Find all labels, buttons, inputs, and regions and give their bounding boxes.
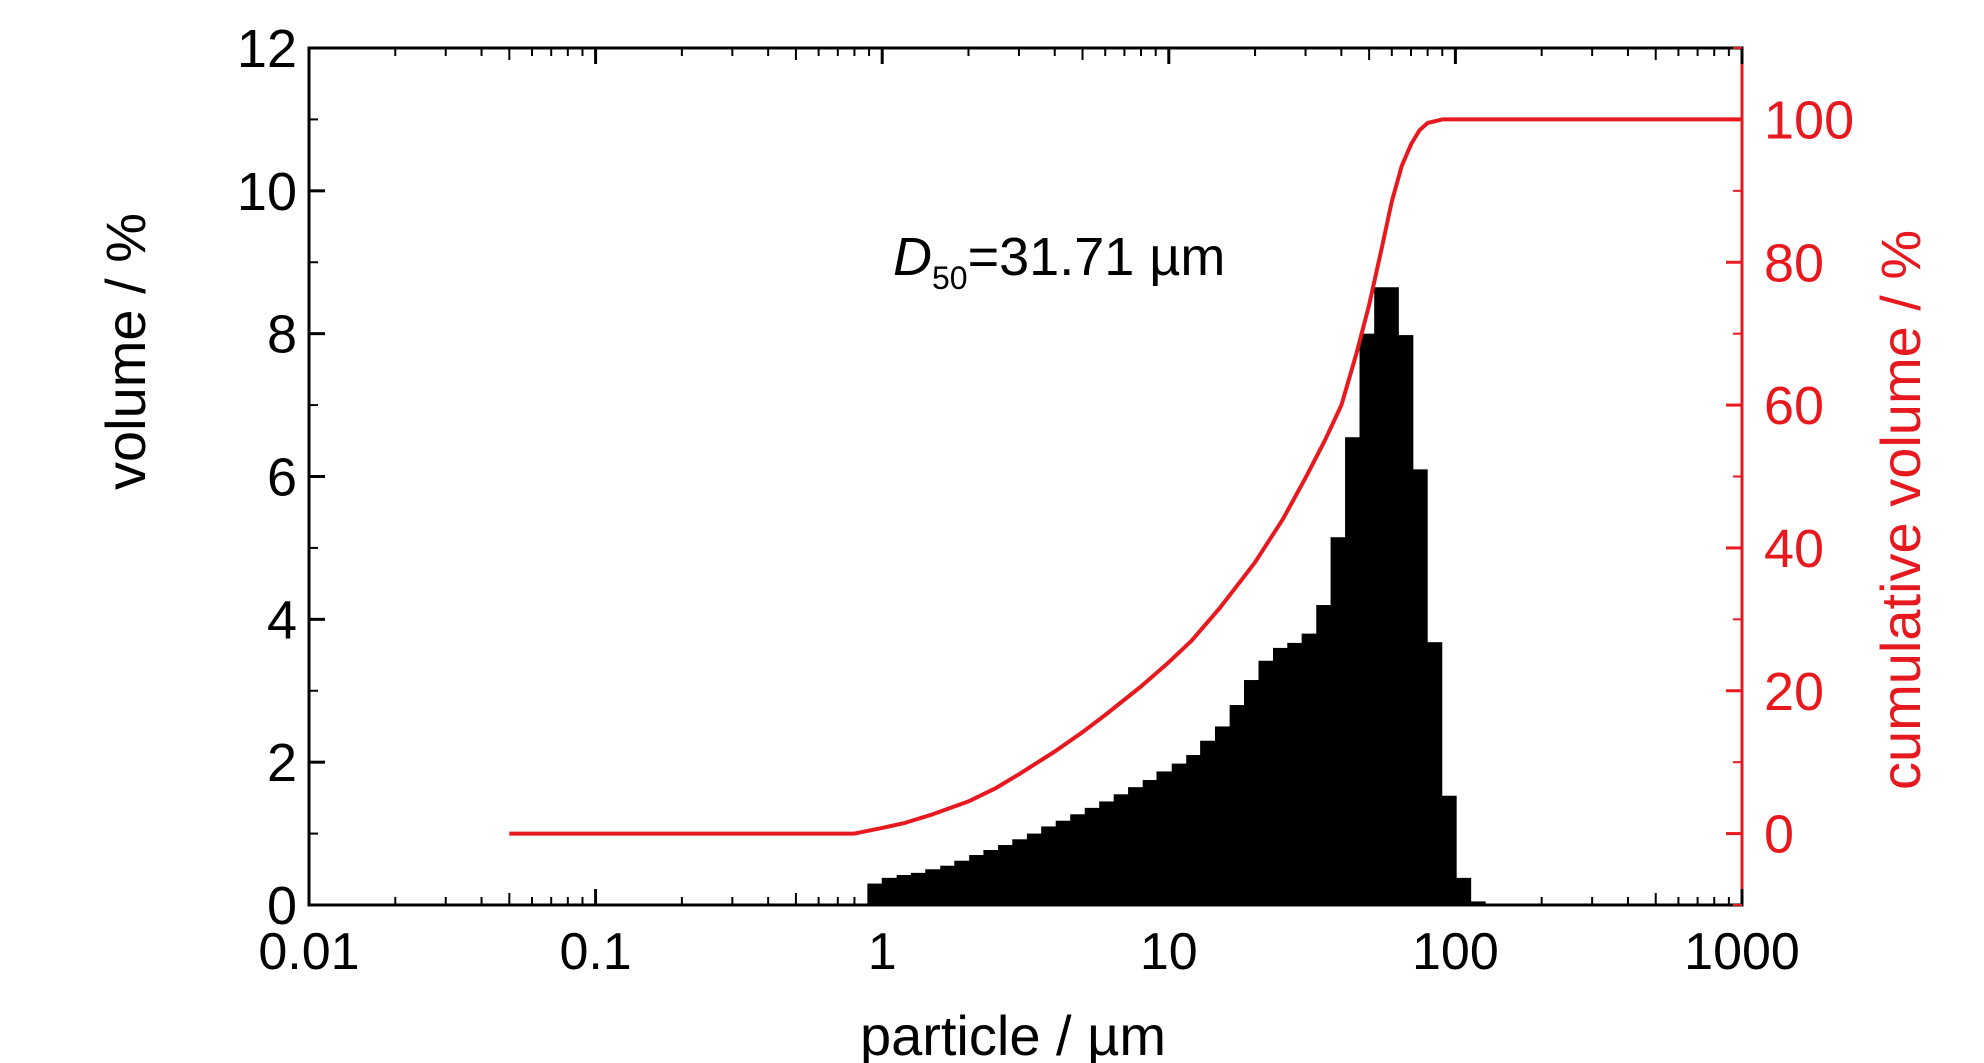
y2-tick-label: 60 bbox=[1764, 376, 1824, 436]
d50-annotation: D50=31.71 µm bbox=[893, 227, 1225, 296]
x-axis-label: particle / µm bbox=[860, 1004, 1166, 1063]
volume-bar bbox=[1446, 877, 1472, 905]
y-tick-label: 6 bbox=[267, 448, 297, 508]
plot-frame bbox=[307, 46, 1744, 907]
y2-tick-label: 40 bbox=[1764, 519, 1824, 579]
y-tick-label: 0 bbox=[267, 876, 297, 936]
y-tick-label: 2 bbox=[267, 733, 297, 793]
x-tick-label: 0.01 bbox=[258, 923, 359, 981]
x-tick-label: 1000 bbox=[1684, 923, 1800, 981]
y2-tick-label: 0 bbox=[1764, 805, 1794, 865]
volume-bar bbox=[1461, 901, 1486, 905]
x-tick-label: 0.1 bbox=[559, 923, 631, 981]
volume-bars bbox=[867, 287, 1486, 906]
cumulative-line-group bbox=[509, 117, 1742, 836]
y-tick-label: 12 bbox=[237, 19, 297, 79]
y-tick-label: 8 bbox=[267, 305, 297, 365]
y2-axis-label: cumulative volume / % bbox=[1869, 230, 1932, 790]
y2-tick-label: 80 bbox=[1764, 233, 1824, 293]
d50-value: =31.71 µm bbox=[968, 227, 1226, 287]
cumulative-volume-line bbox=[509, 117, 1742, 836]
y-tick-label: 10 bbox=[237, 162, 297, 222]
d50-symbol: D bbox=[893, 227, 932, 287]
y-axis-label: volume / % bbox=[94, 213, 157, 490]
y-axis-ticks: 0 2 4 6 8 10 12 bbox=[237, 19, 325, 936]
x-tick-label: 1 bbox=[868, 923, 897, 981]
y2-axis-ticks: 0 20 40 60 80 100 bbox=[1726, 47, 1854, 906]
y2-tick-label: 100 bbox=[1764, 90, 1854, 150]
d50-subscript: 50 bbox=[932, 260, 968, 296]
x-tick-label: 10 bbox=[1140, 923, 1198, 981]
y-tick-label: 4 bbox=[267, 590, 297, 650]
x-axis-ticks: 0.01 0.1 1 10 100 1000 bbox=[258, 48, 1800, 981]
y2-tick-label: 20 bbox=[1764, 662, 1824, 722]
x-tick-label: 100 bbox=[1412, 923, 1499, 981]
